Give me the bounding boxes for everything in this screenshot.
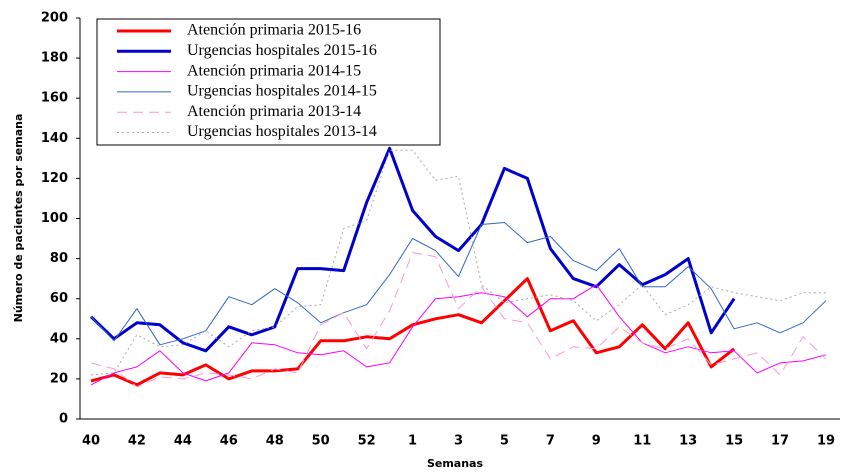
x-tick-label: 46	[220, 434, 238, 449]
x-tick-label: 44	[174, 434, 192, 449]
x-tick-label: 5	[500, 434, 509, 449]
legend: Atención primaria 2015-16 Urgencias hospi…	[96, 18, 441, 146]
series-line	[90, 252, 827, 388]
legend-label: Urgencias hospitales 2014-15	[187, 83, 377, 100]
y-tick-label: 140	[41, 131, 68, 146]
legend-label: Atención primaria 2013-14	[187, 103, 361, 120]
y-tick-label: 20	[50, 371, 68, 386]
x-tick-label: 17	[771, 434, 789, 449]
y-tick-label: 120	[41, 171, 68, 186]
y-tick-label: 80	[50, 251, 68, 266]
x-tick-label: 9	[592, 434, 601, 449]
x-tick-label: 11	[633, 434, 651, 449]
series-line	[89, 146, 736, 353]
y-axis-title: Número de pacientes por semana	[12, 114, 25, 323]
x-tick-label: 3	[454, 434, 463, 449]
legend-label: Atención primaria 2015-16	[187, 22, 361, 39]
x-tick-label: 13	[679, 434, 697, 449]
x-tick-label: 1	[408, 434, 417, 449]
y-tick-label: 200	[41, 11, 68, 26]
x-axis-title: Semanas	[427, 457, 484, 470]
series-line	[90, 284, 827, 386]
y-tick-label: 180	[41, 51, 68, 66]
x-tick-label: 40	[82, 434, 100, 449]
x-tick-label: 42	[128, 434, 146, 449]
series-line	[90, 149, 826, 376]
legend-box	[96, 18, 441, 146]
x-tick-label: 15	[725, 434, 743, 449]
y-tick-label: 160	[41, 91, 68, 106]
x-tick-label: 50	[312, 434, 330, 449]
y-tick-label: 40	[50, 331, 68, 346]
legend-label: Atención primaria 2014-15	[187, 62, 361, 79]
legend-label: Urgencias hospitales 2015-16	[187, 42, 377, 59]
series-line	[90, 277, 736, 387]
y-tick-label: 100	[41, 211, 68, 226]
x-tick-label: 48	[266, 434, 284, 449]
y-tick-label: 60	[50, 291, 68, 306]
legend-label: Urgencias hospitales 2013-14	[187, 123, 377, 140]
x-tick-label: 7	[546, 434, 555, 449]
x-tick-label: 19	[817, 434, 835, 449]
x-tick-label: 52	[358, 434, 376, 449]
series-line	[90, 222, 827, 346]
y-tick-label: 0	[59, 412, 68, 427]
